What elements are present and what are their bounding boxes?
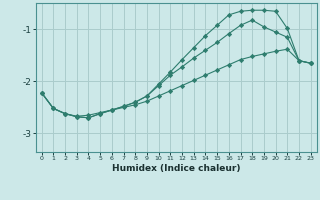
X-axis label: Humidex (Indice chaleur): Humidex (Indice chaleur) [112, 164, 240, 173]
